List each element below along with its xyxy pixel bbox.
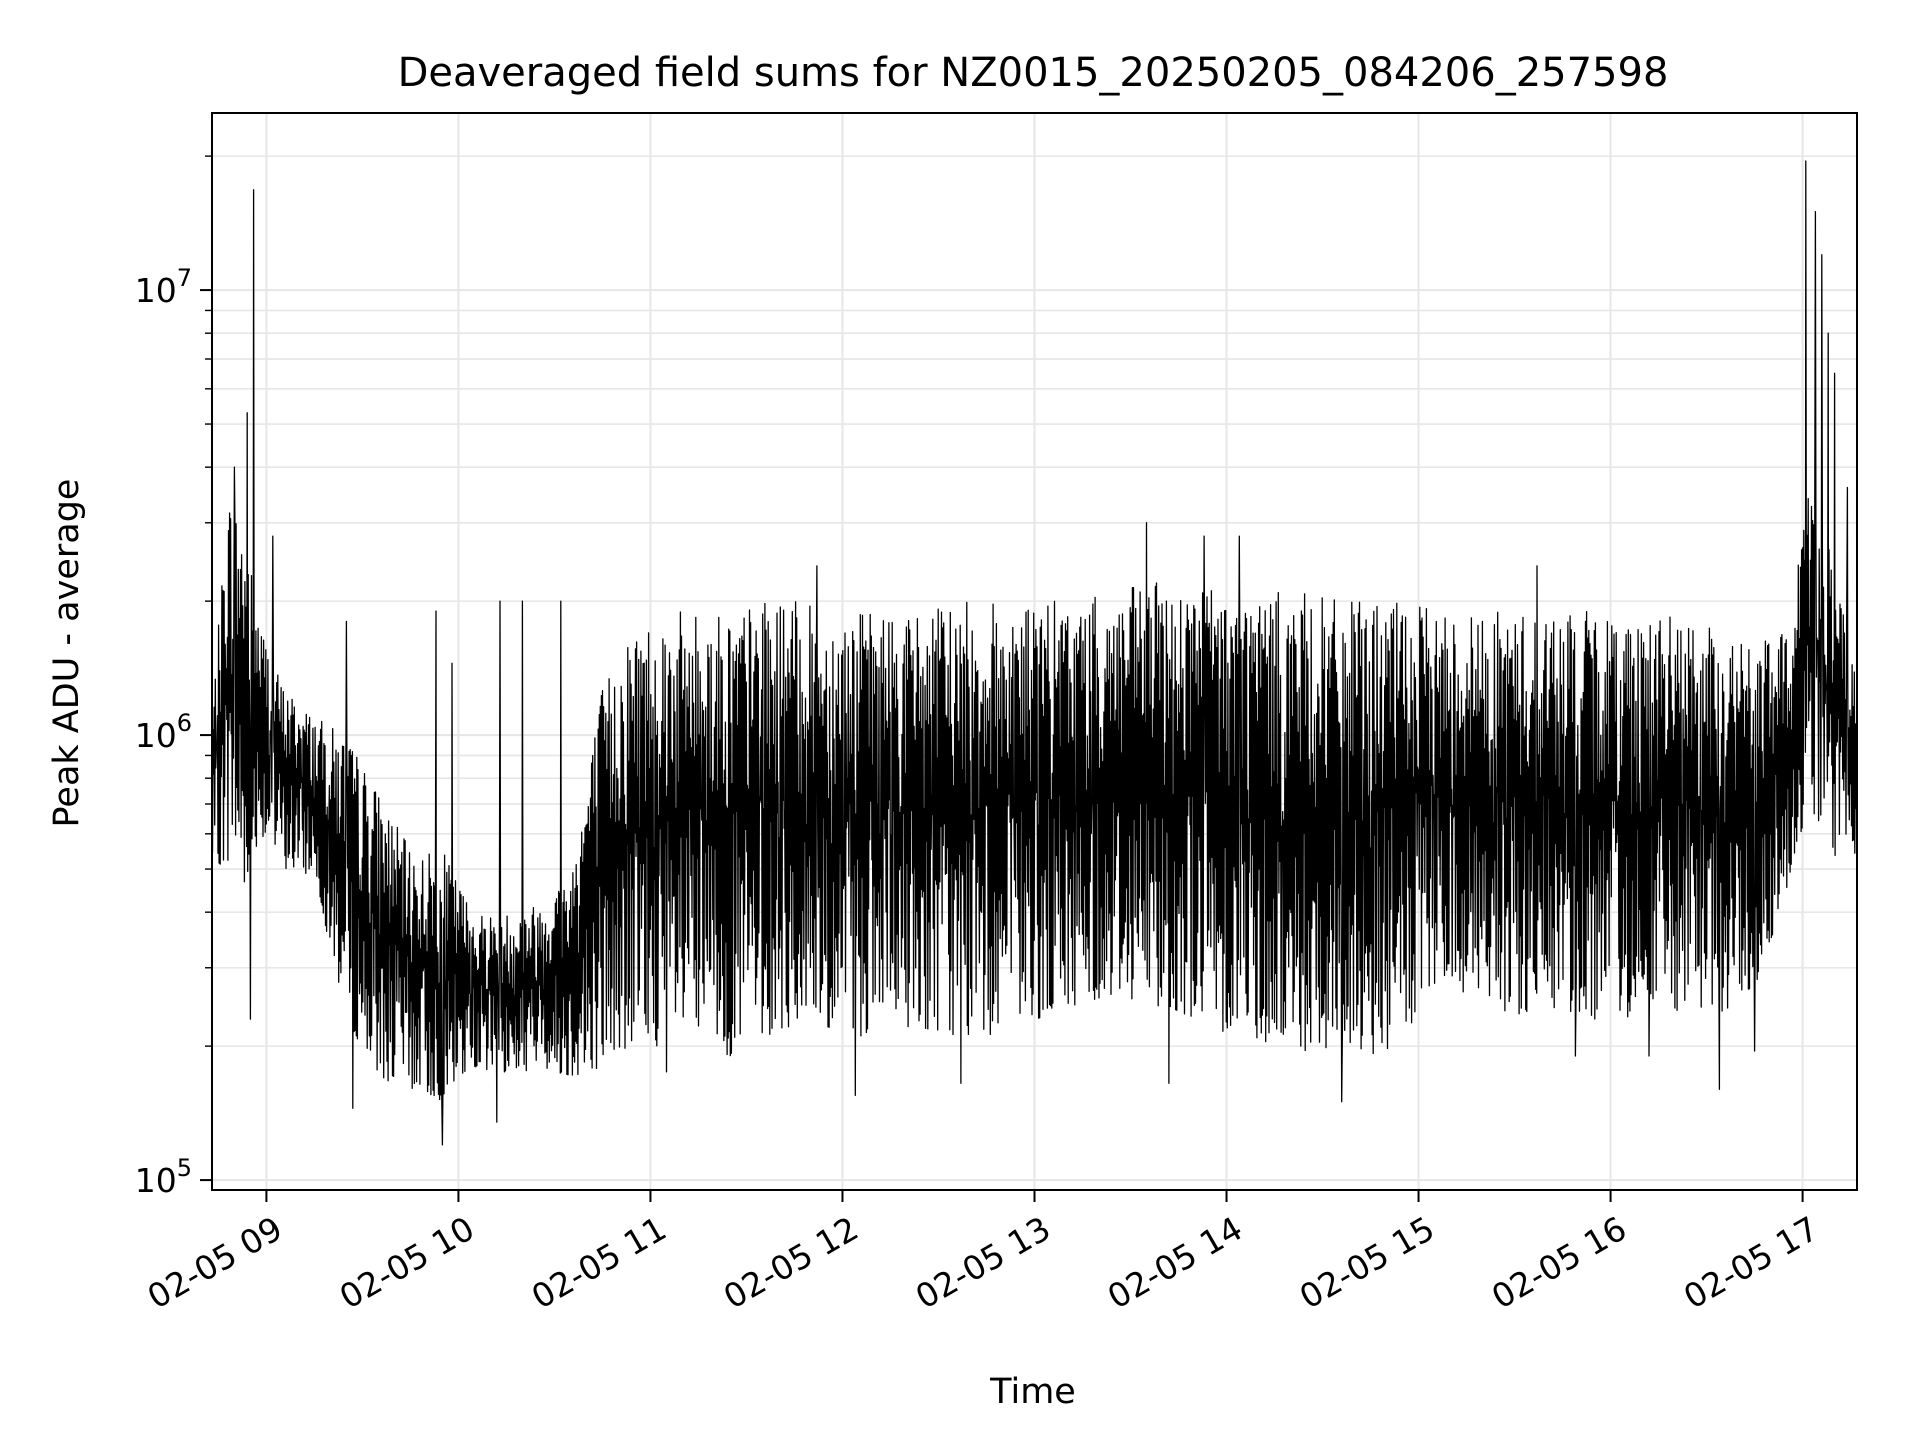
series-line [211,160,1858,1146]
y-axis-label: Peak ADU - average [47,479,87,828]
chart-title: Deaveraged field sums for NZ0015_2025020… [398,50,1669,96]
series-path [211,160,1858,1146]
x-axis-label: Time [989,1372,1076,1412]
